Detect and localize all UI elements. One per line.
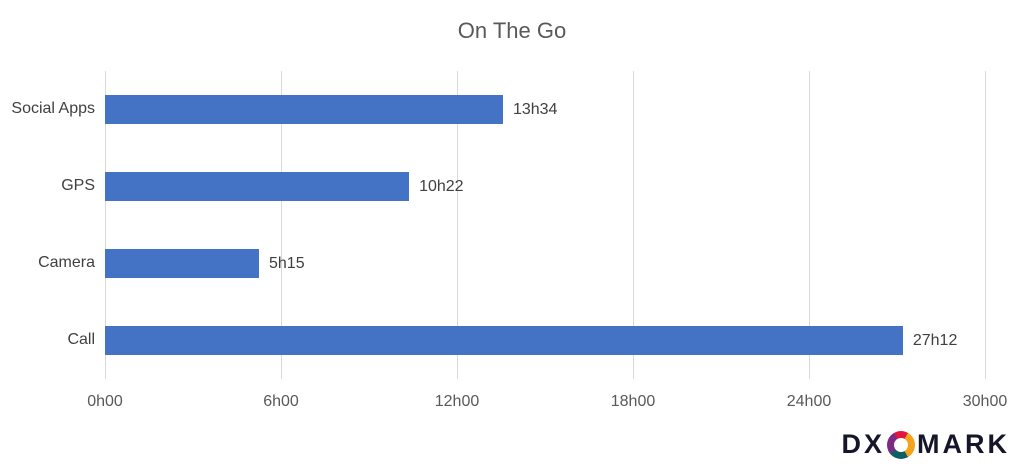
data-label: 10h22 [419,178,464,195]
category-label: Social Apps [11,99,95,117]
x-tick-label: 18h00 [610,393,656,410]
chart-title: On The Go [457,18,567,43]
circular-swirl-icon [887,430,915,459]
category-label: Camera [38,253,95,271]
x-tick-label: 24h00 [786,393,832,410]
bar-gps [105,172,410,201]
x-axis: 0h00 6h00 12h00 18h00 24h00 30h00 [0,393,1024,417]
category-label: GPS [61,176,95,194]
bar-camera [105,249,259,278]
gridline [281,71,282,379]
dxomark-logo: DX MARK [841,429,1010,460]
gridline [633,71,634,379]
data-label: 13h34 [512,101,558,118]
gridline [985,71,986,379]
plot-area: 13h34 10h22 5h15 27h12 [105,71,986,379]
logo-text-prefix: DX [841,429,885,459]
category-label: Call [67,330,95,348]
bar-social-apps [105,95,503,124]
x-tick-label: 6h00 [263,393,299,410]
x-tick-label: 0h00 [87,393,123,410]
data-label: 5h15 [269,255,305,272]
bar-call [105,326,903,355]
gridline [457,71,458,379]
category-axis: Social Apps GPS Camera Call [0,71,95,379]
logo-text-suffix: MARK [917,429,1010,459]
gridline [809,71,810,379]
x-tick-label: 12h00 [434,393,480,410]
gridline [105,71,106,379]
data-label: 27h12 [912,332,958,349]
x-tick-label: 30h00 [962,393,1008,410]
